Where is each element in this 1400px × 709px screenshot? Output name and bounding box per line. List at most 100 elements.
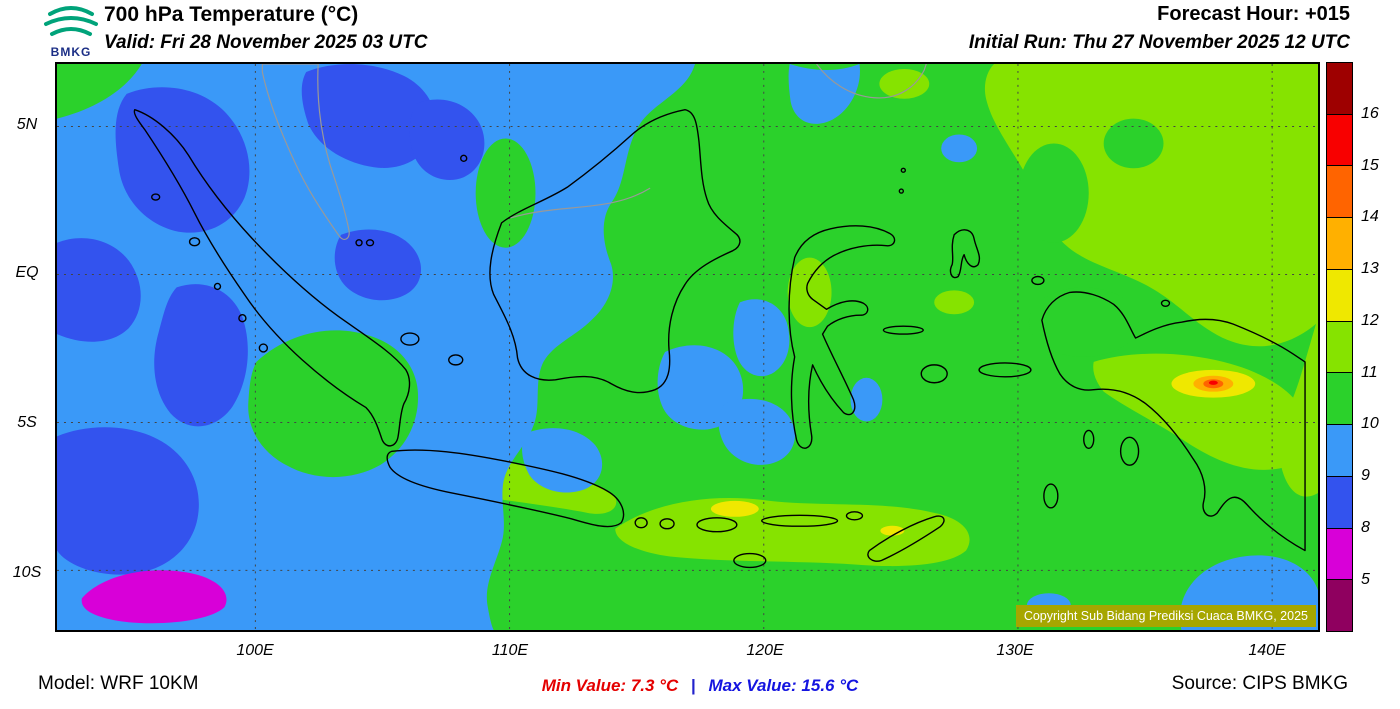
- lat-label-EQ: EQ: [15, 264, 39, 281]
- colorbar-segment-5-8: [1327, 528, 1352, 581]
- region-9-10-bali-sea: [718, 398, 795, 465]
- lon-label-140E: 140E: [1248, 642, 1286, 659]
- border-malaysia-borneo: [510, 187, 651, 219]
- region-8-9-singapore: [334, 229, 422, 301]
- colorbar-segment-14-15: [1327, 166, 1352, 219]
- colorbar-tick-13: 13: [1361, 260, 1379, 277]
- colorbar-tick-11: 11: [1361, 364, 1378, 381]
- colorbar-tick-14: 14: [1361, 208, 1379, 225]
- colorbar-tick-16: 16: [1361, 105, 1379, 122]
- colorbar-tick-5: 5: [1361, 571, 1370, 588]
- bmkg-logo-text: BMKG: [50, 45, 92, 59]
- colorbar-segment-9-10: [1327, 425, 1352, 477]
- colorbar-segment-10-11: [1327, 373, 1352, 426]
- graticule: [57, 64, 1318, 630]
- coast-kai: [1083, 429, 1095, 449]
- coast-natuna: [460, 154, 468, 163]
- coast-aru: [1119, 436, 1140, 466]
- coast-lombok: [659, 518, 675, 530]
- region-8-9-southwest: [57, 427, 199, 575]
- forecast-hour-label: Forecast Hour: +015: [1157, 3, 1350, 25]
- colorbar-segment-13-14: [1327, 218, 1352, 270]
- colorbar-segment-12-13: [1327, 269, 1352, 322]
- region-9-10-borneo-south: [657, 345, 744, 430]
- source-label: Source: CIPS BMKG: [1171, 673, 1348, 694]
- region-10-11-birds-head: [1028, 287, 1139, 357]
- region-8-9-left-edge: [57, 238, 141, 342]
- map-canvas: Copyright Sub Bidang Prediksi Cuaca BMKG…: [55, 62, 1320, 632]
- logo-arc: [48, 6, 94, 16]
- logo-arc: [44, 16, 98, 26]
- region-10-11-corner: [57, 64, 142, 119]
- lat-label-10S: 10S: [12, 564, 42, 581]
- lon-label-110E: 110E: [491, 642, 529, 659]
- max-value-label: Max Value:: [708, 676, 797, 695]
- coast-sumbawa: [696, 517, 738, 533]
- region-5-8-southwest-corner: [81, 570, 227, 624]
- logo-arc: [50, 27, 92, 36]
- region-10-11-hole: [1018, 143, 1089, 243]
- valid-time-label: Valid: Fri 28 November 2025 03 UTC: [104, 32, 428, 53]
- coast-flores: [761, 514, 839, 527]
- min-max-values: Min Value: 7.3 °C | Max Value: 15.6 °C: [542, 676, 859, 696]
- coast-tanimbar: [1043, 483, 1059, 509]
- colorbar-segment-gt16: [1327, 63, 1352, 115]
- coast-timor: [867, 515, 945, 562]
- colorbar-segment-15-16: [1327, 114, 1352, 167]
- coast-buru: [920, 364, 948, 384]
- region-12-13-timor: [880, 525, 905, 536]
- coast-halmahera: [949, 229, 981, 279]
- coast-belitung: [448, 354, 464, 366]
- temperature-map: [57, 64, 1318, 630]
- page-title: 700 hPa Temperature (°C): [104, 3, 359, 26]
- region-11-12-northeast: [984, 64, 1318, 347]
- region-15-16-papua-spot: [1208, 380, 1218, 385]
- min-value: 7.3 °C: [630, 676, 679, 695]
- coast-nias: [188, 237, 201, 247]
- lat-label-5N: 5N: [16, 116, 38, 133]
- bmkg-logo: BMKG: [42, 2, 100, 60]
- coast-bali: [634, 517, 648, 529]
- temperature-field: [57, 64, 1318, 630]
- coast-waigeo: [1031, 275, 1045, 286]
- region-9-10-java-south: [522, 428, 603, 493]
- colorbar-segment-lt5: [1327, 580, 1352, 632]
- coast-alor: [845, 511, 864, 521]
- colorbar-segment-8-9: [1327, 476, 1352, 529]
- region-9-10-top-patch: [788, 64, 860, 124]
- max-value: 15.6 °C: [801, 676, 859, 695]
- bmkg-logo-icon: [44, 6, 98, 36]
- coast-biak: [1160, 299, 1171, 307]
- coast-sulawesi: [788, 225, 896, 449]
- region-11-12-sulawesi: [787, 257, 832, 328]
- coast-malay-peninsula: [261, 64, 350, 240]
- region-9-10-patch: [941, 134, 978, 163]
- region-11-12-patch: [879, 68, 930, 99]
- coast-sangihe: [898, 188, 905, 194]
- colorbar-tick-15: 15: [1361, 157, 1379, 174]
- coastlines-foreign: [261, 64, 927, 240]
- region-8-9-top: [301, 64, 436, 168]
- coast-batam: [355, 239, 363, 247]
- coast-papua: [1041, 291, 1306, 552]
- coast-sangihe: [900, 167, 907, 173]
- colorbar-tick-10: 10: [1361, 415, 1379, 432]
- colorbar-segment-11-12: [1327, 321, 1352, 374]
- region-10-11-south-sumatra: [248, 330, 419, 478]
- coast-sumatra: [133, 108, 411, 447]
- temperature-colorbar: [1326, 62, 1353, 632]
- coast-bangka: [400, 332, 420, 346]
- region-11-12-patch: [934, 290, 975, 315]
- coast-sumba: [733, 552, 767, 569]
- coast-mentawai: [238, 314, 247, 323]
- colorbar-tick-12: 12: [1361, 312, 1379, 329]
- lon-label-120E: 120E: [746, 642, 784, 659]
- coast-borneo: [489, 108, 741, 394]
- colorbar-tick-9: 9: [1361, 467, 1370, 484]
- region-11-12-papua-south: [1093, 353, 1310, 470]
- coast-mentawai: [258, 343, 269, 353]
- region-11-12-nusa-tenggara: [615, 497, 970, 567]
- coast-sula: [882, 325, 924, 335]
- coast-mentawai: [213, 282, 222, 291]
